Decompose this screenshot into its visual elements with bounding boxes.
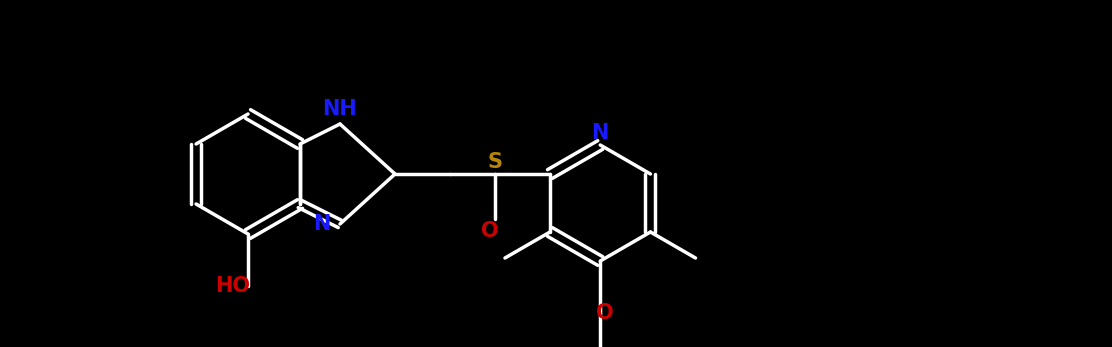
Text: HO: HO bbox=[216, 276, 250, 296]
Text: S: S bbox=[487, 152, 503, 172]
Text: O: O bbox=[596, 303, 614, 323]
Text: N: N bbox=[314, 214, 330, 234]
Text: O: O bbox=[481, 221, 499, 241]
Text: N: N bbox=[592, 123, 609, 143]
Text: NH: NH bbox=[322, 99, 357, 119]
